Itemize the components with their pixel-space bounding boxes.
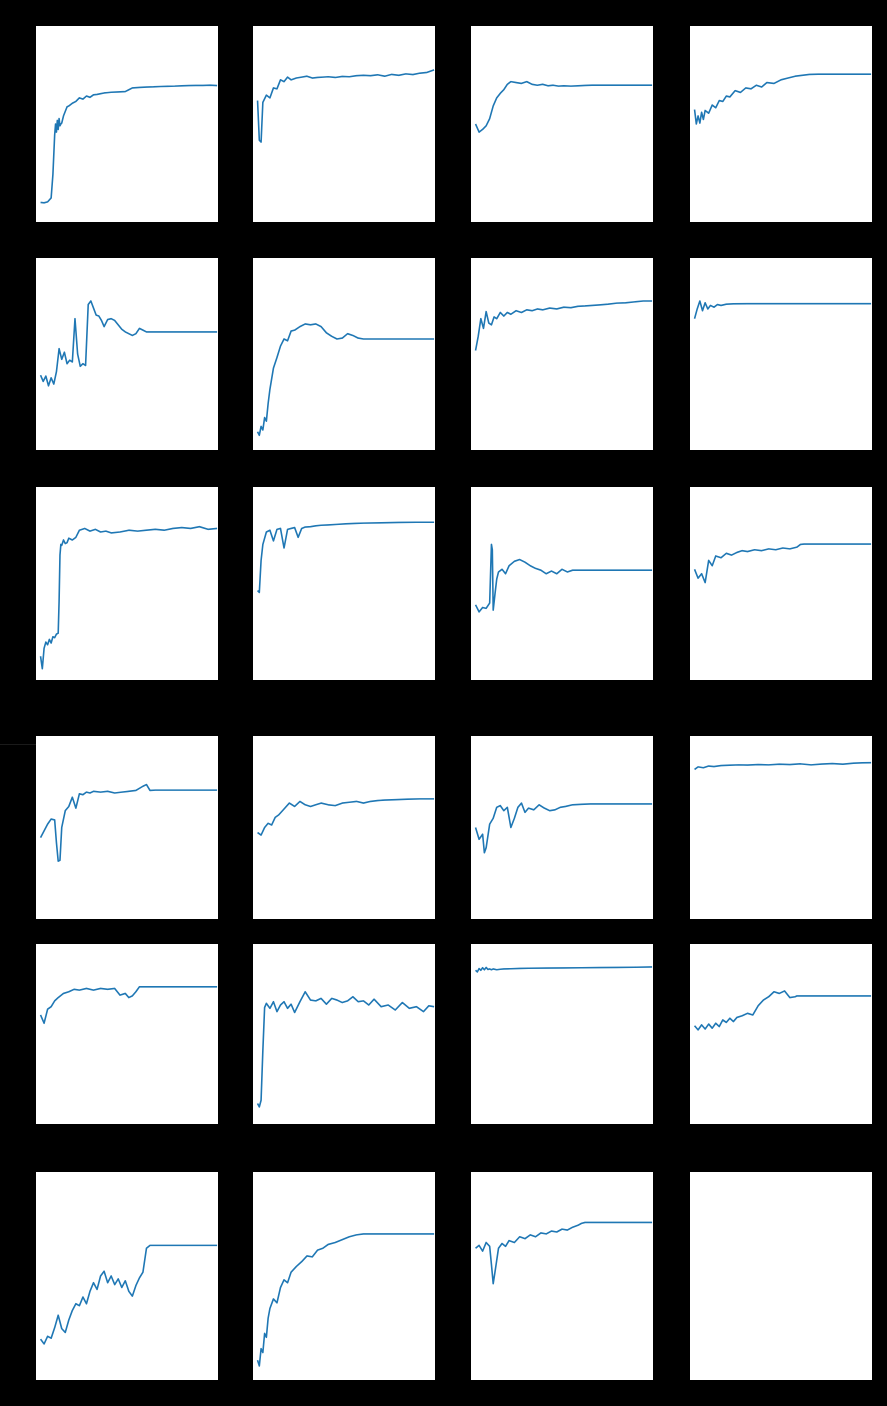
plot-area-r4c4 (694, 761, 872, 771)
line-curve-r4c1 (39, 783, 218, 862)
line-curve-r4c4 (694, 761, 872, 771)
plot-area-r2c4 (693, 300, 872, 319)
subplot-r1c1 (36, 26, 218, 222)
line-curve-r3c1 (39, 525, 218, 670)
plot-area-r2c1 (39, 300, 218, 387)
subplot-r4c2 (253, 736, 435, 919)
subplot-r4c1 (36, 736, 218, 919)
plot-area-r1c4 (693, 73, 872, 125)
subplot-r5c1 (36, 944, 218, 1124)
plot-area-r1c3 (474, 80, 653, 133)
line-curve-r3c4 (693, 543, 872, 584)
plot-area-r3c2 (256, 521, 435, 594)
plot-area-r6c3 (475, 1221, 653, 1285)
line-curve-r1c2 (256, 69, 435, 143)
subplot-r2c2 (253, 258, 435, 450)
line-curve-r1c4 (693, 73, 872, 125)
subplot-r1c2 (253, 26, 435, 222)
subplot-r4c3 (471, 736, 653, 919)
plot-area-r2c3 (474, 300, 653, 351)
subplot-r2c1 (36, 258, 218, 450)
line-curve-r5c3 (475, 966, 653, 973)
plot-area-r3c1 (39, 525, 218, 670)
subplot-r2c4 (690, 258, 872, 450)
line-curve-r2c2 (256, 323, 435, 437)
subplot-r3c3 (471, 487, 653, 680)
subplot-r3c1 (36, 487, 218, 680)
stray-axis-artifact-line (0, 744, 36, 745)
plot-area-r4c1 (39, 783, 218, 862)
subplot-r5c2 (253, 944, 435, 1124)
line-curve-r5c2 (256, 990, 435, 1108)
subplot-r4c4 (690, 736, 872, 919)
line-curve-r5c4 (693, 990, 872, 1031)
line-curve-r4c3 (474, 802, 653, 854)
plot-area-r6c4 (690, 1172, 872, 1380)
subplot-r6c2 (253, 1172, 435, 1380)
plot-area-r3c3 (474, 543, 653, 613)
subplot-r2c3 (471, 258, 653, 450)
plot-area-r6c1 (39, 1244, 218, 1345)
plot-area-r2c2 (256, 323, 435, 437)
subplot-r5c4 (690, 944, 872, 1124)
subplot-r1c4 (690, 26, 872, 222)
line-curve-r3c2 (256, 521, 435, 594)
line-curve-r6c2 (256, 1233, 435, 1367)
line-curve-r4c2 (257, 798, 435, 836)
plot-area-r5c1 (39, 985, 218, 1025)
subplot-r3c4 (690, 487, 872, 680)
plot-area-r5c2 (256, 990, 435, 1108)
plot-area-r4c2 (257, 798, 435, 836)
subplot-r5c3 (471, 944, 653, 1124)
plot-area-r3c4 (693, 543, 872, 584)
plot-area-r5c3 (475, 966, 653, 973)
plot-area-r1c1 (40, 84, 218, 204)
subplot-r6c1 (36, 1172, 218, 1380)
plot-area-r4c3 (474, 802, 653, 854)
subplot-r6c3 (471, 1172, 653, 1380)
line-curve-r6c3 (475, 1221, 653, 1285)
line-curve-r3c3 (474, 543, 653, 613)
line-curve-r2c3 (474, 300, 653, 351)
line-curve-r5c1 (39, 985, 218, 1025)
line-curve-r1c3 (474, 80, 653, 133)
plot-area-r1c2 (256, 69, 435, 143)
line-curve-r1c1 (40, 84, 218, 204)
plot-area-r6c2 (256, 1233, 435, 1367)
line-curve-r2c4 (693, 300, 872, 319)
subplot-r6c4 (690, 1172, 872, 1380)
line-curve-r6c1 (39, 1244, 218, 1345)
subplot-r3c2 (253, 487, 435, 680)
line-curve-r2c1 (39, 300, 218, 387)
plot-area-r5c4 (693, 990, 872, 1031)
subplot-r1c3 (471, 26, 653, 222)
